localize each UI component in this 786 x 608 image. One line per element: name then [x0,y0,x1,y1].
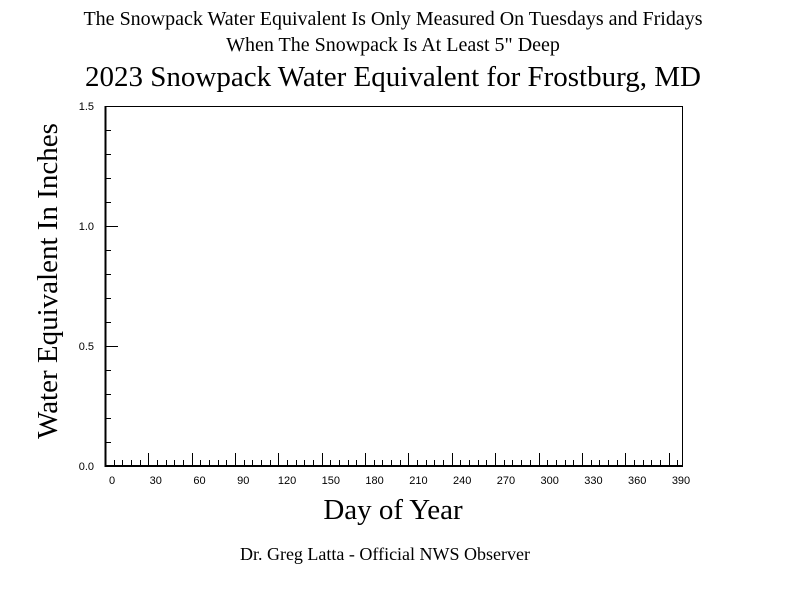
y-axis-label: Water Equivalent In Inches [32,123,64,439]
footer-credit: Dr. Greg Latta - Official NWS Observer [240,544,530,564]
x-tick-label: 330 [584,475,602,487]
x-tick-label: 30 [150,475,162,487]
x-tick-label: 0 [109,475,115,487]
chart-title: 2023 Snowpack Water Equivalent for Frost… [85,61,701,93]
y-tick-label: 1.5 [79,101,94,113]
y-tick-label: 0.5 [79,341,94,353]
plot-frame [105,106,683,466]
note-line-2: When The Snowpack Is At Least 5" Deep [226,34,560,56]
y-tick-label: 0.0 [79,461,94,473]
x-tick-label: 150 [322,475,340,487]
note-line-1: The Snowpack Water Equivalent Is Only Me… [83,8,702,30]
x-tick-label: 300 [541,475,559,487]
x-tick-label: 120 [278,475,296,487]
x-tick-label: 210 [409,475,427,487]
x-axis-label: Day of Year [323,494,463,526]
x-tick-label: 180 [365,475,383,487]
x-tick-label: 90 [237,475,249,487]
x-tick-label: 390 [672,475,690,487]
y-tick-label: 1.0 [79,221,94,233]
x-tick-label: 60 [193,475,205,487]
x-tick-label: 270 [497,475,515,487]
x-tick-label: 240 [453,475,471,487]
x-tick-label: 360 [628,475,646,487]
